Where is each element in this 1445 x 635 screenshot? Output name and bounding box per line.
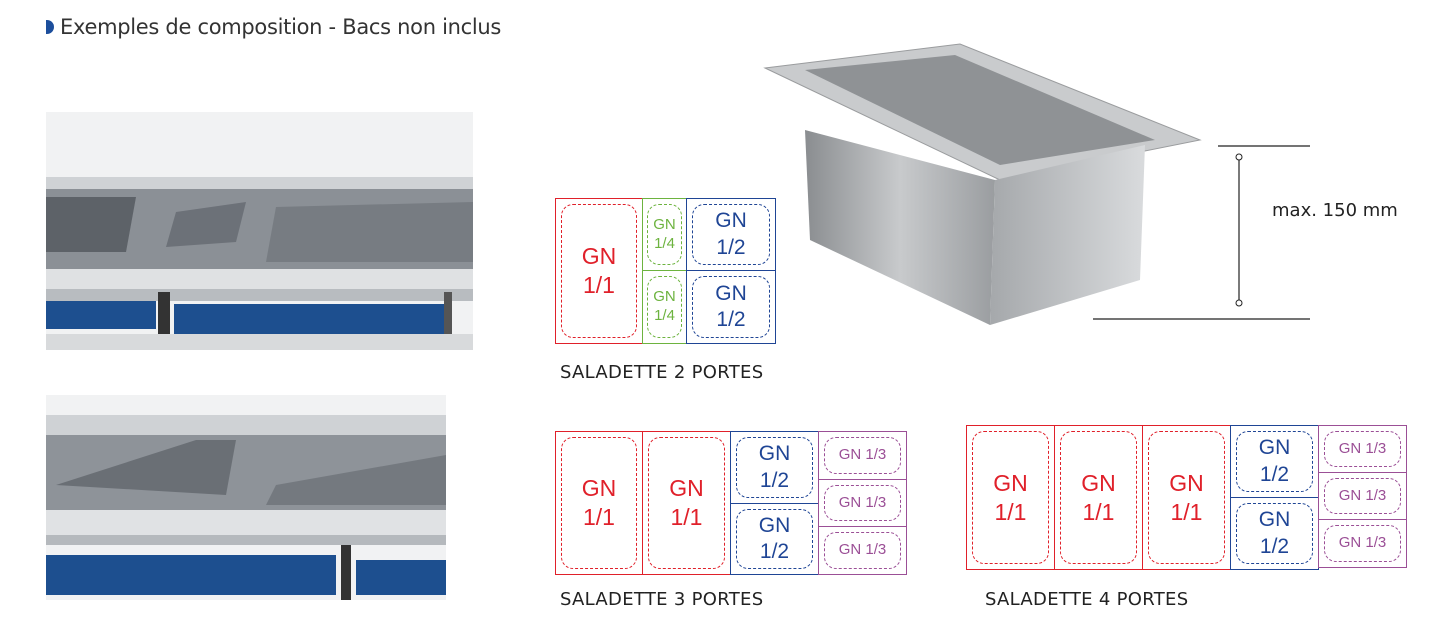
saladette-photo-top	[46, 112, 473, 350]
gn-container-label: GN 1/2	[1236, 431, 1313, 492]
gn-container-label: GN 1/3	[1324, 478, 1401, 514]
diagram-caption: SALADETTE 2 PORTES	[560, 362, 764, 383]
gn-container-cell: GN 1/4	[642, 198, 687, 271]
gn-container-label: GN 1/3	[1324, 431, 1401, 467]
gn-container-label: GN 1/2	[736, 509, 813, 569]
gn-container-label: GN 1/1	[561, 437, 637, 569]
gn-container-cell: GN 1/4	[642, 270, 687, 344]
gn-container-label: GN 1/2	[736, 437, 813, 498]
gn-container-cell: GN 1/3	[818, 479, 907, 527]
gn-container-label: GN 1/1	[648, 437, 725, 569]
gn-container-cell: GN 1/1	[1142, 425, 1231, 570]
gn-container-label: GN 1/1	[972, 431, 1049, 564]
diagram-caption: SALADETTE 4 PORTES	[985, 589, 1189, 610]
gn-container-cell: GN 1/2	[730, 431, 819, 504]
gn-container-label: GN 1/1	[1148, 431, 1225, 564]
gn-container-label: GN 1/2	[1236, 503, 1313, 564]
gn-container-cell: GN 1/1	[1054, 425, 1143, 570]
gn-container-cell: GN 1/1	[555, 431, 643, 575]
gn-container-label: GN 1/3	[1324, 525, 1401, 562]
gn-container-cell: GN 1/3	[818, 431, 907, 480]
saladette-photo-bottom	[46, 395, 446, 600]
max-height-label: max. 150 mm	[1272, 200, 1398, 221]
gn-container-cell: GN 1/1	[555, 198, 643, 344]
gn-container-cell: GN 1/2	[1230, 497, 1319, 570]
gn-container-cell: GN 1/3	[1318, 519, 1407, 568]
gn-container-label: GN 1/4	[647, 204, 682, 265]
gn-container-cell: GN 1/2	[1230, 425, 1319, 498]
bullet-icon	[46, 20, 54, 34]
gn-container-label: GN 1/2	[692, 276, 770, 338]
section-title: Exemples de composition - Bacs non inclu…	[46, 15, 501, 39]
gn-container-label: GN 1/4	[647, 276, 682, 338]
section-title-text: Exemples de composition - Bacs non inclu…	[60, 15, 502, 39]
gn-container-cell: GN 1/3	[1318, 472, 1407, 520]
gn-container-cell: GN 1/2	[686, 198, 776, 271]
gn-container-label: GN 1/3	[824, 437, 901, 474]
gn-container-label: GN 1/1	[561, 204, 637, 338]
gn-container-cell: GN 1/2	[686, 270, 776, 344]
gn-container-label: GN 1/1	[1060, 431, 1137, 564]
gn-container-cell: GN 1/3	[818, 526, 907, 575]
gn-container-label: GN 1/2	[692, 204, 770, 265]
diagram-caption: SALADETTE 3 PORTES	[560, 589, 764, 610]
gn-container-cell: GN 1/2	[730, 503, 819, 575]
gn-container-cell: GN 1/1	[966, 425, 1055, 570]
gn-container-cell: GN 1/3	[1318, 425, 1407, 473]
gastronorm-pan-illustration	[763, 43, 1310, 325]
gn-container-cell: GN 1/1	[642, 431, 731, 575]
gn-container-label: GN 1/3	[824, 532, 901, 569]
gn-container-label: GN 1/3	[824, 485, 901, 521]
